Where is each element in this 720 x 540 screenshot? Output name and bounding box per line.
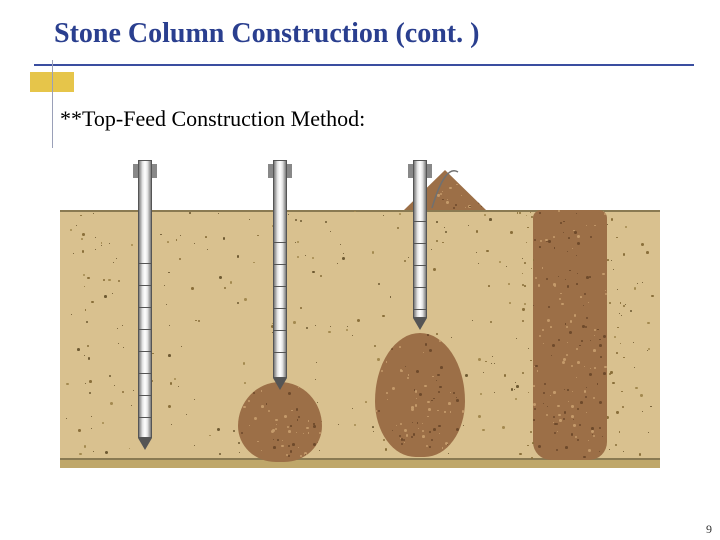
construction-diagram	[60, 160, 660, 480]
probe-tip	[413, 318, 427, 330]
page-title: Stone Column Construction (cont. )	[54, 18, 479, 50]
slide: Stone Column Construction (cont. ) **Top…	[0, 0, 720, 540]
page-number: 9	[706, 522, 712, 537]
subtitle: **Top-Feed Construction Method:	[60, 106, 365, 132]
vibroprobe	[413, 160, 427, 318]
stone-column-stage-4	[533, 210, 607, 460]
title-underline	[34, 64, 694, 66]
accent-left-line	[52, 60, 53, 148]
